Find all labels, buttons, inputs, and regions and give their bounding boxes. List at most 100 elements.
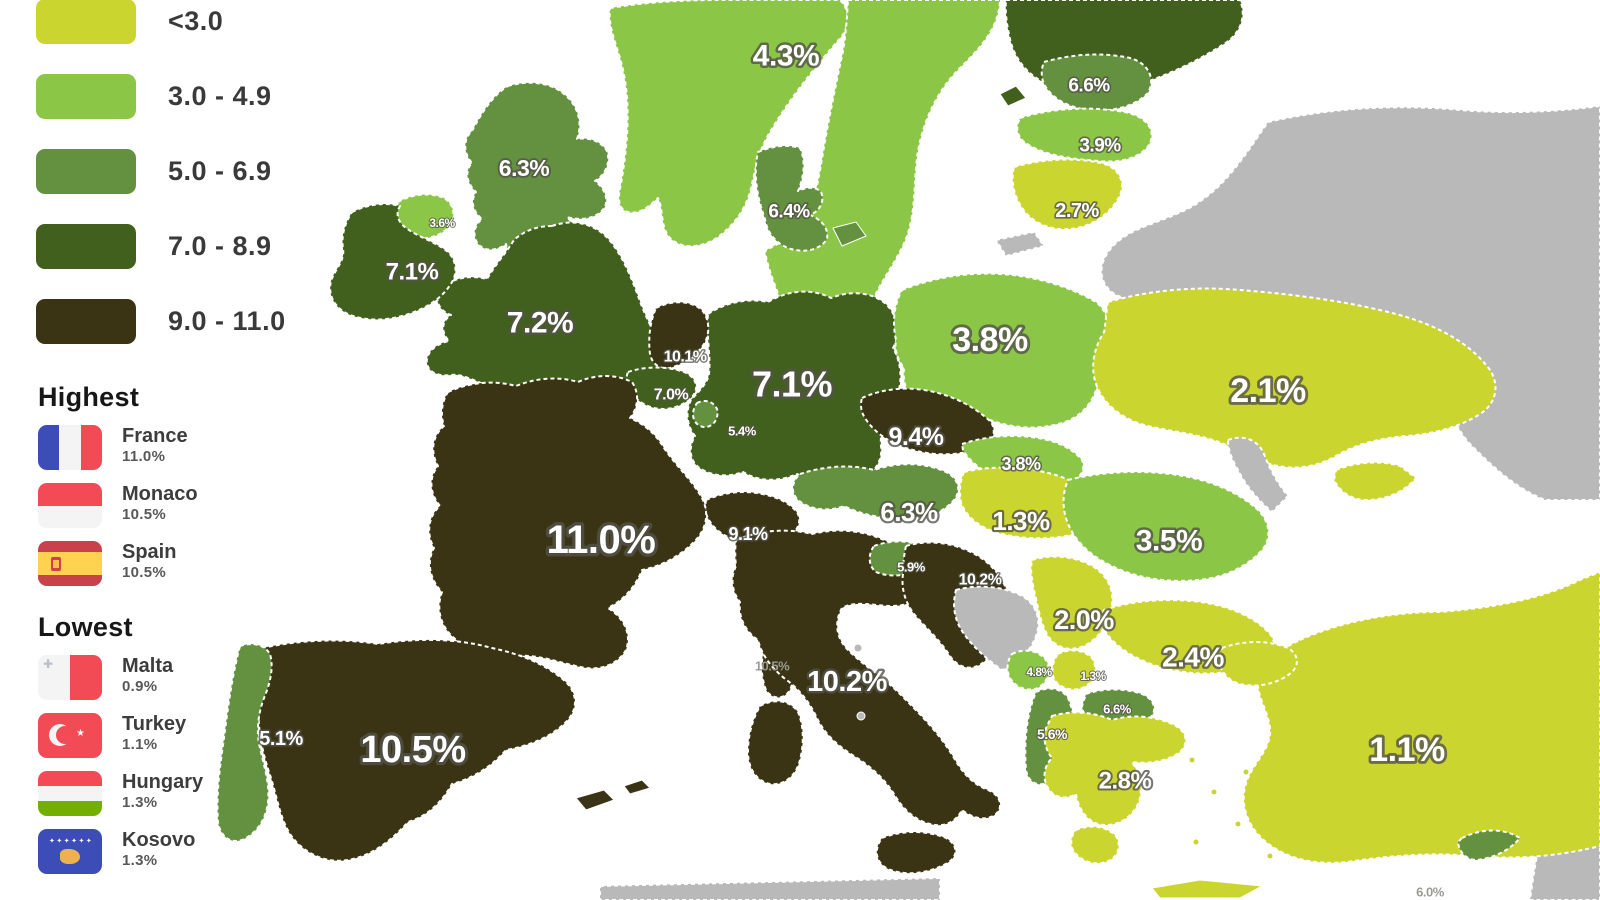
entry-country: Spain [122,541,177,563]
map-label-estonia: 6.6% [1068,76,1110,97]
map-label-monaco: 10.5% [755,659,790,674]
entry-value: 1.3% [122,794,158,811]
country-norway [608,0,849,248]
turkey-flag: ★ [38,713,102,758]
country-cyprus [1457,829,1521,861]
map-label-montenegro: 4.8% [1026,665,1052,679]
legend-row: 7.0 - 8.9 [36,209,286,284]
san-marino-dot [853,643,863,653]
map-label-czechia: 9.4% [889,423,944,451]
country-lithuania [1011,158,1123,231]
country-poland [893,272,1109,429]
map-label-norway: 4.3% [753,40,819,73]
map-label-united-kingdom: 7.2% [507,307,573,340]
map-label-germany: 7.1% [752,364,833,405]
lowest-entry-hungary: Hungary 1.3% [38,771,203,816]
legend-swatch-under-3 [36,0,136,44]
map-label-cyprus: 6.0% [1416,885,1445,900]
country-moldova [1227,436,1289,513]
kosovo-flag: ✦✦✦✦✦✦ [38,829,102,874]
country-hungary [959,466,1101,540]
map-label-italy: 10.2% [807,666,887,698]
country-latvia [1016,107,1153,163]
entry-country: Malta [122,655,174,677]
entry-value: 11.0% [122,448,166,465]
sardinia-island [747,700,804,786]
legend-swatch-7-to-8-9 [36,224,136,269]
entry-value: 10.5% [122,506,167,523]
zealand-island [832,221,867,247]
map-label-kosovo: 1.3% [1080,669,1106,683]
lowest-entry-malta: ✚ Malta 0.9% [38,655,203,700]
map-label-serbia: 2.0% [1054,605,1114,635]
highest-entry-spain: Spain 10.5% [38,541,198,586]
country-spain [254,638,576,862]
map-label-switzerland: 9.1% [728,524,768,544]
country-austria [792,463,960,520]
map-label-slovakia: 3.8% [1001,454,1041,474]
legend-label: <3.0 [168,6,224,36]
lowest-entry-turkey: ★ Turkey 1.1% [38,713,203,758]
legend-row: 3.0 - 4.9 [36,59,286,134]
map-label-scotland: 6.3% [499,155,549,181]
highest-entry-france: France 11.0% [38,425,198,470]
country-germany [686,290,902,484]
country-greece [1043,711,1187,826]
map-label-france: 11.0% [547,518,656,562]
map-label-hungary: 1.3% [992,506,1050,536]
lowest-entry-kosovo: ✦✦✦✦✦✦ Kosovo 1.3% [38,829,203,874]
map-label-north-macedonia: 6.6% [1103,702,1132,717]
country-estonia [1040,53,1153,112]
country-netherlands [648,301,710,370]
map-value-labels: 4.3% 6.3% 3.6% 7.1% 7.2% 6.4% 6.6% 3.9% 2.7% 10.1… [258,37,1449,900]
map-label-latvia: 3.9% [1079,136,1121,157]
country-turkey [1242,571,1600,864]
country-denmark [754,144,829,252]
country-portugal [216,643,273,842]
france-flag [38,425,102,470]
sicily-island [875,831,957,875]
malta-flag: ✚ [38,655,102,700]
kosovo-map-icon [60,849,80,864]
aland-islands [999,85,1027,107]
map-label-poland: 3.8% [952,321,1028,359]
peloponnese-peninsula [1070,825,1120,865]
map-label-slovenia: 5.9% [897,560,926,575]
highest-entry-monaco: Monaco 10.5% [38,483,198,528]
lowest-title: Lowest [38,612,133,642]
spain-crest-icon [51,557,61,571]
crescent-icon [49,724,74,746]
entry-country: Turkey [122,713,187,735]
country-serbia [1030,555,1114,650]
entry-value: 1.3% [122,852,158,869]
map-label-ukraine: 2.1% [1230,372,1306,410]
map-label-austria: 6.3% [880,497,938,527]
monaco-flag [38,483,102,528]
country-kaliningrad [995,231,1045,257]
country-romania [1062,471,1270,582]
country-ireland [329,203,457,321]
map-label-luxembourg: 5.4% [728,424,757,439]
country-kosovo [1051,649,1097,691]
entry-country: Kosovo [122,829,196,851]
legend-swatch-9-to-11 [36,299,136,344]
entry-value: 10.5% [122,564,167,581]
legend-row: 9.0 - 11.0 [36,284,286,359]
legend-row: <3.0 [36,0,286,59]
george-cross-icon: ✚ [43,657,54,671]
map-label-bulgaria: 2.4% [1162,642,1224,673]
hungary-flag [38,771,102,816]
map-label-albania: 5.6% [1037,726,1068,742]
legend-label: 5.0 - 6.9 [168,156,272,186]
legend-label: 3.0 - 4.9 [168,81,272,111]
country-belgium [625,366,698,410]
legend-label: 7.0 - 8.9 [168,231,272,261]
map-label-northern-ireland: 3.6% [429,216,455,230]
legend-label: 9.0 - 11.0 [168,306,286,336]
legend-swatch-3-to-4-9 [36,74,136,119]
map-label-romania: 3.5% [1136,525,1202,558]
crete-island [1151,879,1263,899]
map-label-spain: 10.5% [360,729,465,771]
